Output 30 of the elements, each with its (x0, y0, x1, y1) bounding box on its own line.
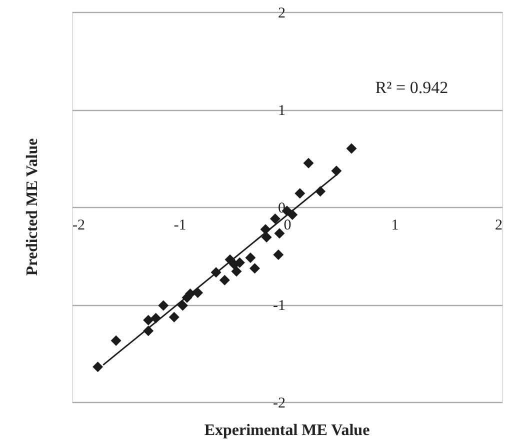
x-axis-title: Experimental ME Value (204, 422, 370, 439)
y-tick-label: -2 (273, 396, 286, 412)
point (192, 288, 204, 298)
x-tick-label: 2 (495, 218, 502, 234)
y-tick-label: 1 (278, 103, 286, 119)
point (92, 362, 104, 372)
point (294, 188, 306, 199)
point (177, 300, 188, 311)
point (274, 228, 285, 239)
x-tick-label: 1 (391, 218, 399, 234)
point (331, 166, 342, 176)
annotation: R² = 0.942 (375, 78, 448, 98)
y-axis-title: Predicted ME Value (24, 138, 41, 276)
point (110, 335, 122, 346)
y-tick-label: -1 (273, 298, 286, 314)
x-tick-label: -2 (72, 218, 85, 234)
point (346, 143, 357, 154)
point (143, 314, 154, 326)
x-tick-label: -1 (174, 218, 186, 234)
point (273, 250, 284, 260)
point (270, 213, 280, 224)
y-tick-label: 2 (278, 6, 286, 22)
point (168, 312, 180, 322)
point (245, 252, 256, 263)
point (231, 266, 242, 277)
point (250, 263, 260, 274)
point (158, 300, 169, 311)
point (303, 158, 314, 168)
point (261, 232, 272, 242)
point (219, 274, 230, 286)
